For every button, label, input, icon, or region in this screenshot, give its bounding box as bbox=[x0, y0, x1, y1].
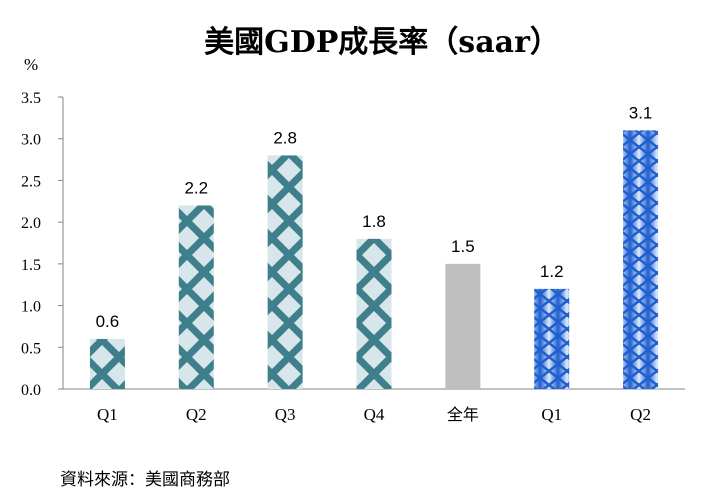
bar bbox=[267, 155, 303, 389]
x-tick-label: 全年 bbox=[447, 405, 479, 424]
data-label: 1.2 bbox=[540, 262, 564, 281]
bar bbox=[356, 238, 392, 389]
source-note: 資料來源：美國商務部 bbox=[60, 470, 230, 490]
y-tick-label: 3.5 bbox=[21, 90, 41, 107]
y-tick-label: 0.5 bbox=[21, 340, 41, 357]
data-label: 2.2 bbox=[184, 178, 208, 197]
x-tick-label: Q2 bbox=[630, 405, 651, 424]
data-label: 2.8 bbox=[273, 128, 297, 147]
x-tick-label: Q1 bbox=[541, 405, 562, 424]
y-tick-label: 0.0 bbox=[21, 382, 41, 399]
data-label: 3.1 bbox=[629, 103, 653, 122]
bar bbox=[178, 205, 214, 389]
x-tick-label: Q1 bbox=[97, 405, 118, 424]
bar bbox=[623, 130, 659, 389]
plot-area: 0.0 0.5 1.0 1.5 2.0 2.5 3.0 3.5 0.6 Q1 2.2 Q2 2.8 Q3 1… bbox=[21, 90, 685, 424]
y-tick-label: 3.0 bbox=[21, 132, 41, 149]
chart-title: 美國GDP成長率（saar） bbox=[204, 25, 560, 60]
bar bbox=[445, 263, 481, 389]
x-tick-label: Q4 bbox=[364, 405, 385, 424]
y-tick-label: 1.0 bbox=[21, 299, 41, 316]
data-label: 1.5 bbox=[451, 237, 475, 256]
y-tick-label: 1.5 bbox=[21, 257, 41, 274]
y-tick-label: 2.5 bbox=[21, 173, 41, 190]
y-axis-label: % bbox=[24, 55, 38, 74]
data-label: 0.6 bbox=[96, 312, 120, 331]
bar bbox=[534, 288, 570, 389]
y-tick-label: 2.0 bbox=[21, 215, 41, 232]
bar bbox=[89, 338, 125, 389]
x-tick-label: Q2 bbox=[186, 405, 207, 424]
data-label: 1.8 bbox=[362, 212, 386, 231]
x-tick-label: Q3 bbox=[275, 405, 296, 424]
